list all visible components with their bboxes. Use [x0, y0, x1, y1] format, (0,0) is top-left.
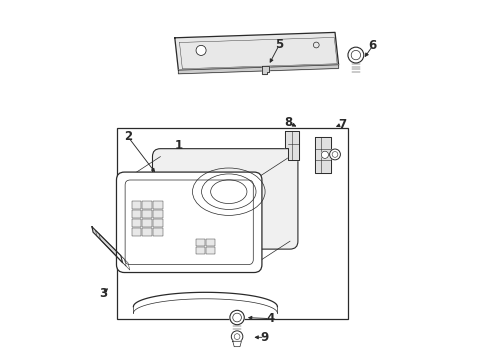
Circle shape: [230, 310, 245, 325]
Bar: [153, 210, 163, 218]
Bar: [132, 201, 141, 209]
FancyBboxPatch shape: [152, 149, 298, 249]
Bar: [196, 239, 205, 246]
Bar: [143, 210, 152, 218]
Circle shape: [321, 151, 328, 158]
Text: 2: 2: [124, 130, 132, 143]
Text: 3: 3: [99, 287, 107, 300]
Polygon shape: [315, 137, 331, 173]
Bar: [132, 228, 141, 236]
Bar: [206, 239, 216, 246]
Text: 4: 4: [266, 312, 274, 325]
Polygon shape: [92, 227, 122, 263]
Bar: [153, 219, 163, 227]
Bar: [132, 219, 141, 227]
Bar: [196, 247, 205, 254]
Circle shape: [196, 45, 206, 55]
Bar: [143, 201, 152, 209]
Circle shape: [348, 47, 364, 63]
Text: 5: 5: [275, 39, 283, 51]
Bar: [143, 228, 152, 236]
Text: 7: 7: [338, 118, 346, 131]
Bar: [206, 247, 216, 254]
Circle shape: [231, 331, 243, 342]
Bar: [132, 210, 141, 218]
Bar: [153, 228, 163, 236]
Text: 9: 9: [261, 331, 269, 344]
Polygon shape: [175, 32, 339, 70]
Text: 1: 1: [174, 139, 182, 152]
Text: 6: 6: [368, 39, 377, 52]
Polygon shape: [178, 65, 339, 74]
Text: 8: 8: [284, 116, 293, 129]
Polygon shape: [285, 131, 299, 160]
Bar: [117, 128, 347, 319]
Bar: [143, 219, 152, 227]
Polygon shape: [233, 341, 242, 347]
FancyBboxPatch shape: [117, 172, 262, 273]
Circle shape: [330, 149, 341, 160]
Bar: [153, 201, 163, 209]
Polygon shape: [262, 66, 270, 74]
